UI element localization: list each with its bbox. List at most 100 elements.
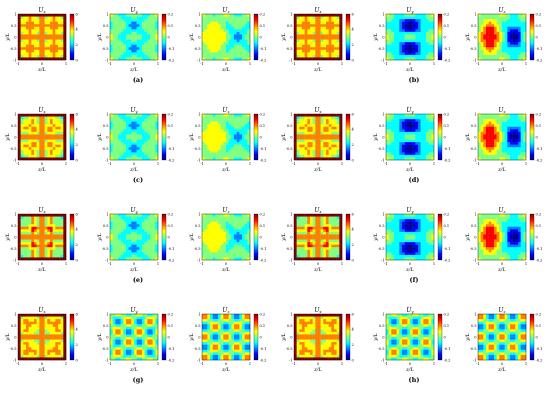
heatmap-cell bbox=[423, 152, 427, 156]
heatmap-cell bbox=[310, 137, 313, 140]
heatmap-cell bbox=[236, 31, 240, 35]
heatmap-cell bbox=[23, 19, 27, 22]
heatmap-cell bbox=[212, 114, 216, 117]
heatmap-cell bbox=[312, 47, 316, 50]
heatmap-cell bbox=[486, 21, 489, 25]
heatmap-cell bbox=[58, 226, 61, 230]
heatmap-cell bbox=[207, 121, 211, 125]
heatmap-cell bbox=[31, 221, 35, 225]
heatmap-cell bbox=[294, 44, 297, 48]
heatmap-cell bbox=[310, 57, 313, 61]
heatmap-cell bbox=[60, 14, 64, 17]
heatmap-cell bbox=[23, 57, 27, 61]
heatmap-cell bbox=[60, 131, 64, 135]
heatmap-cell bbox=[234, 16, 237, 20]
heatmap-cell bbox=[112, 119, 116, 122]
heatmap-cell bbox=[123, 52, 127, 56]
heatmap-cell bbox=[339, 139, 343, 143]
y-axis-label: y/L bbox=[5, 132, 11, 142]
heatmap-cell bbox=[20, 237, 24, 240]
heatmap-cell bbox=[294, 34, 297, 38]
heatmap-cell bbox=[402, 131, 405, 135]
heatmap-cell bbox=[223, 154, 227, 158]
heatmap-cell bbox=[120, 216, 124, 220]
heatmap-cell bbox=[20, 54, 24, 58]
heatmap-cell bbox=[391, 52, 395, 56]
heatmap-cell bbox=[210, 224, 213, 227]
heatmap-cell bbox=[242, 124, 245, 127]
heatmap-cell bbox=[478, 57, 481, 61]
heatmap-cell bbox=[131, 52, 135, 56]
heatmap-cell bbox=[207, 216, 211, 220]
heatmap-cell bbox=[215, 226, 219, 230]
heatmap-cell bbox=[236, 142, 240, 145]
heatmap-cell bbox=[247, 57, 251, 61]
x-tick-label: 1 bbox=[341, 62, 343, 66]
heatmap-cell bbox=[144, 154, 148, 158]
heatmap-cell bbox=[134, 49, 137, 53]
heatmap-cell bbox=[396, 44, 400, 48]
heatmap-cell bbox=[50, 147, 53, 150]
heatmap-cell bbox=[499, 119, 503, 122]
heatmap-cell bbox=[304, 26, 308, 30]
heatmap-cell bbox=[226, 114, 229, 117]
heatmap-cell bbox=[147, 154, 151, 158]
y-tick-label: 0 bbox=[474, 35, 477, 39]
heatmap-cell bbox=[420, 147, 424, 150]
heatmap-cell bbox=[320, 39, 324, 43]
heatmap-cell bbox=[302, 131, 305, 135]
heatmap-cell bbox=[26, 34, 29, 38]
heatmap-cell bbox=[34, 124, 37, 127]
heatmap-cell bbox=[150, 247, 153, 250]
heatmap-cell bbox=[312, 154, 316, 158]
heatmap-cell bbox=[123, 234, 127, 238]
heatmap-cell bbox=[142, 144, 145, 148]
heatmap-cell bbox=[236, 139, 240, 143]
heatmap-cell bbox=[499, 152, 503, 156]
heatmap-cell bbox=[207, 234, 211, 238]
heatmap-cell bbox=[55, 134, 59, 138]
heatmap-cell bbox=[247, 31, 251, 35]
heatmap-cell bbox=[228, 24, 232, 27]
plot-frame bbox=[17, 213, 67, 261]
heatmap-cell bbox=[239, 129, 243, 133]
heatmap-cell bbox=[520, 131, 524, 135]
colorbar-tick-label: 6 bbox=[76, 12, 79, 16]
heatmap-cell bbox=[210, 234, 213, 238]
heatmap-cell bbox=[207, 152, 211, 156]
heatmap-cell bbox=[26, 244, 29, 248]
heatmap-cell bbox=[499, 31, 503, 35]
heatmap-cell bbox=[247, 19, 251, 22]
heatmap-cell bbox=[478, 54, 481, 58]
heatmap-cell bbox=[228, 119, 232, 122]
heatmap-cell bbox=[244, 14, 248, 17]
heatmap-cell bbox=[36, 54, 40, 58]
heatmap-cell bbox=[223, 31, 227, 35]
heatmap-cell bbox=[134, 144, 137, 148]
heatmap-cell bbox=[391, 144, 395, 148]
heatmap-cell bbox=[28, 247, 32, 250]
heatmap-cell bbox=[220, 154, 224, 158]
heatmap-cell bbox=[63, 142, 67, 145]
heatmap-cell bbox=[402, 126, 405, 130]
heatmap-cell bbox=[518, 42, 521, 45]
heatmap-cell bbox=[20, 44, 24, 48]
heatmap-cell bbox=[420, 119, 424, 122]
heatmap-cell bbox=[426, 124, 429, 127]
heatmap-cell bbox=[428, 139, 432, 143]
heatmap-cell bbox=[423, 154, 427, 158]
y-axis-label: y/L bbox=[5, 32, 11, 42]
heatmap-cell bbox=[28, 226, 32, 230]
heatmap-cell bbox=[36, 121, 40, 125]
y-axis-label: y/L bbox=[189, 132, 195, 142]
heatmap-cell bbox=[39, 139, 43, 143]
heatmap-cell bbox=[494, 21, 497, 25]
heatmap-cell bbox=[63, 224, 67, 227]
heatmap-cell bbox=[218, 147, 221, 150]
heatmap-cell bbox=[407, 37, 411, 40]
heatmap-cell bbox=[520, 31, 524, 35]
heatmap-cell bbox=[510, 42, 513, 45]
heatmap-cell bbox=[294, 29, 297, 33]
heatmap-cell bbox=[39, 14, 43, 17]
heatmap-cell bbox=[488, 131, 492, 135]
